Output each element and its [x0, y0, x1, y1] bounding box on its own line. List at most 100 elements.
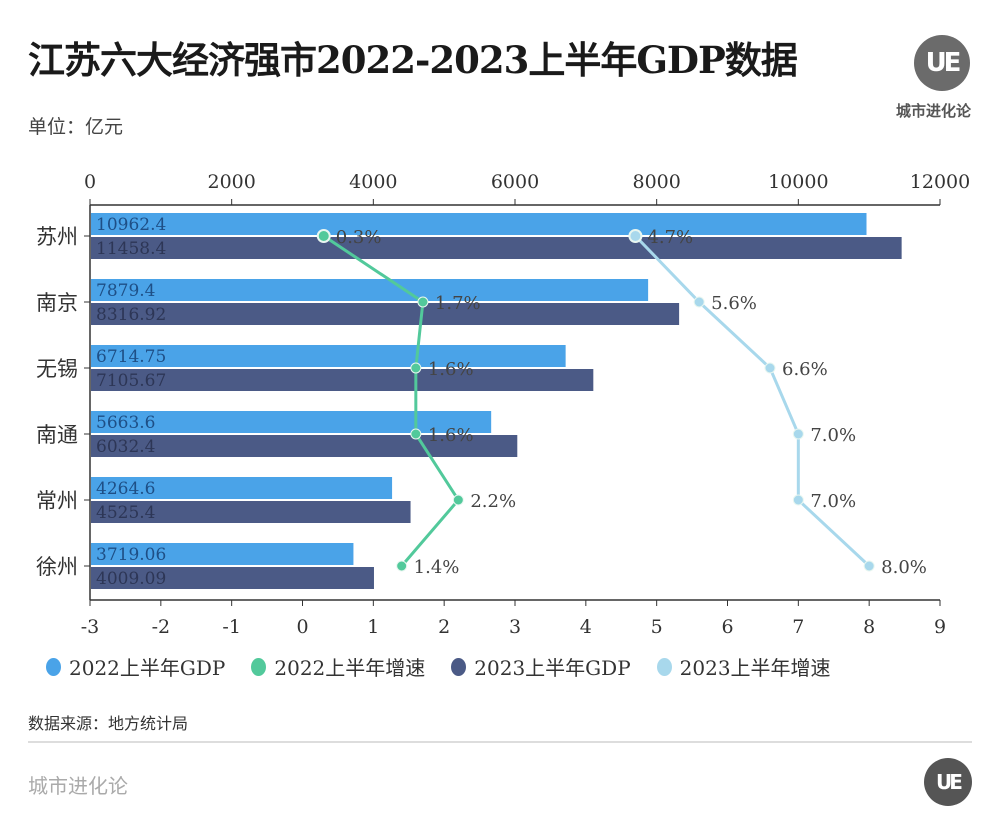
growth-label: 7.0% [810, 425, 856, 446]
legend-item-gdp2022[interactable]: 2022上半年GDP [46, 652, 225, 681]
bottom-axis-tick-label: -1 [222, 616, 241, 638]
bar-value-label: 4009.09 [96, 569, 166, 589]
legend-dot [451, 657, 467, 676]
bottom-axis-tick-label: 9 [934, 616, 946, 638]
line-2023上半年增速 [634, 234, 871, 568]
brand-name: 城市进化论 [896, 102, 972, 120]
growth-label: 1.6% [428, 425, 474, 446]
point-2023上半年增速 [628, 229, 643, 243]
legend-item-growth2023[interactable]: 2023上半年增速 [656, 652, 831, 681]
top-axis-tick-label: 8000 [632, 171, 680, 193]
bar-2023上半年GDP [91, 303, 680, 325]
category-label: 徐州 [36, 555, 78, 579]
top-axis-tick-label: 6000 [491, 171, 539, 193]
bar-value-label: 7105.67 [96, 371, 166, 391]
divider [28, 741, 972, 743]
growth-label: 7.0% [810, 491, 856, 512]
category-label: 南京 [36, 291, 78, 315]
bottom-axis-tick-label: 4 [580, 616, 592, 638]
bar-2023上半年GDP [91, 567, 374, 589]
bottom-axis-tick-label: 8 [863, 616, 875, 638]
legend-dot [46, 657, 61, 676]
bottom-axis-tick-label: 6 [721, 616, 733, 638]
point-2022上半年增速 [417, 296, 429, 308]
point-2023上半年增速 [764, 362, 776, 374]
top-axis-tick-label: 10000 [768, 171, 828, 193]
legend-dot [656, 657, 672, 676]
point-2022上半年增速 [410, 428, 422, 440]
legend-label: 2022上半年增速 [274, 656, 426, 680]
legend-label: 2022上半年GDP [69, 656, 226, 680]
bar-value-label: 4525.4 [96, 503, 155, 523]
bottom-axis-tick-label: 7 [792, 616, 804, 638]
bar-value-label: 4264.6 [96, 479, 155, 499]
legend-label: 2023上半年增速 [679, 656, 831, 680]
bar-value-label: 5663.6 [96, 413, 155, 433]
footer-logo: UE [924, 758, 972, 806]
top-axis-tick-label: 2000 [207, 171, 255, 193]
legend-item-growth2022[interactable]: 2022上半年增速 [251, 652, 425, 681]
legend-label: 2023上半年GDP [474, 656, 631, 680]
point-2022上半年增速 [396, 560, 408, 572]
point-2023上半年增速 [792, 494, 804, 506]
bar-value-label: 3719.06 [96, 545, 166, 565]
point-2023上半年增速 [792, 428, 804, 440]
top-axis-tick-label: 12000 [910, 171, 970, 193]
line-2022上半年增速 [322, 234, 461, 567]
growth-label: 5.6% [711, 293, 757, 314]
growth-label: 4.7% [647, 227, 693, 248]
bar-value-label: 6714.75 [96, 347, 166, 367]
legend-item-gdp2023[interactable]: 2023上半年GDP [451, 652, 631, 681]
bar-2022上半年GDP [91, 279, 649, 301]
bottom-axis-tick-label: -2 [152, 616, 171, 638]
top-axis-tick-label: 4000 [349, 171, 397, 193]
growth-label: 6.6% [782, 359, 828, 380]
bar-2023上半年GDP [91, 501, 411, 523]
category-label: 常州 [36, 489, 78, 513]
bar-2022上半年GDP [91, 477, 393, 499]
bar-2022上半年GDP [91, 411, 492, 433]
bottom-axis-tick-label: 5 [651, 616, 663, 638]
category-label: 苏州 [36, 225, 78, 249]
bottom-axis-tick-label: 0 [296, 616, 308, 638]
growth-label: 1.7% [435, 293, 481, 314]
bar-value-label: 11458.4 [96, 239, 166, 259]
growth-label: 2.2% [470, 491, 516, 512]
logo-letters: UE [936, 770, 963, 794]
point-2022上半年增速 [410, 362, 422, 374]
bar-2023上半年GDP [91, 369, 594, 391]
top-axis-tick-label: 0 [84, 171, 96, 193]
bottom-axis-tick-label: -3 [81, 616, 100, 638]
unit-label: 单位：亿元 [28, 116, 124, 138]
bar-value-label: 8316.92 [96, 305, 166, 325]
growth-label: 0.3% [336, 227, 382, 248]
footer-brand: 城市进化论 [28, 774, 128, 798]
category-label: 无锡 [36, 357, 78, 381]
category-label: 南通 [36, 423, 78, 447]
point-2022上半年增速 [452, 494, 464, 506]
bottom-axis-tick-label: 3 [509, 616, 521, 638]
point-2023上半年增速 [693, 296, 705, 308]
bar-2022上半年GDP [91, 213, 867, 235]
bottom-axis-tick-label: 1 [367, 616, 379, 638]
chart: 0 2000 4000 6000 8000 10000 12000-3 -2 -1 0 1 2 3 4 5 6… [36, 171, 970, 638]
page-title: 江苏六大经济强市2022-2023上半年GDP数据 [28, 38, 798, 82]
growth-label: 1.4% [414, 557, 460, 578]
growth-label: 8.0% [881, 557, 927, 578]
bar-value-label: 7879.4 [96, 281, 155, 301]
bar-2022上半年GDP [91, 345, 566, 367]
bar-2022上半年GDP [91, 543, 354, 565]
logo-letters: UE [925, 48, 962, 78]
bottom-axis-tick-label: 2 [438, 616, 450, 638]
bar-2023上半年GDP [91, 237, 902, 259]
bar-value-label: 6032.4 [96, 437, 155, 457]
bar-2023上半年GDP [91, 435, 518, 457]
point-2023上半年增速 [863, 560, 875, 572]
legend-dot [251, 657, 267, 676]
bar-value-label: 10962.4 [96, 215, 166, 235]
legend: 2022上半年GDP 2022上半年增速 2023上半年GDP 2023上半年增… [46, 652, 831, 681]
data-source: 数据来源：地方统计局 [28, 714, 189, 733]
point-2022上半年增速 [316, 229, 331, 243]
brand-logo: UE [914, 35, 970, 91]
growth-label: 1.6% [428, 359, 474, 380]
